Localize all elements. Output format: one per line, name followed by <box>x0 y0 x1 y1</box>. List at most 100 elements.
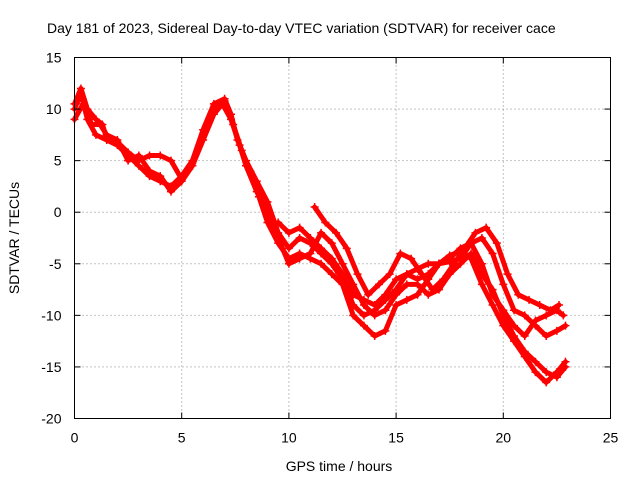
data-point-marker <box>370 331 379 340</box>
data-point-marker <box>392 275 401 284</box>
data-point-marker <box>156 172 165 181</box>
y-tick-label: -20 <box>41 411 61 427</box>
y-tick-label: 10 <box>46 101 62 117</box>
data-point-marker <box>413 275 422 284</box>
data-point-marker <box>488 301 497 310</box>
data-point-marker <box>359 321 368 330</box>
y-tick-label: -5 <box>49 256 62 272</box>
data-point-marker <box>145 166 154 175</box>
data-point-marker <box>284 228 293 237</box>
data-point-marker <box>124 156 133 165</box>
data-point-marker <box>98 120 107 129</box>
y-tick-label: -15 <box>41 359 61 375</box>
data-point-marker <box>338 270 347 279</box>
data-point-marker <box>124 148 133 157</box>
data-point-marker <box>413 290 422 299</box>
data-point-marker <box>370 301 379 310</box>
data-point-marker <box>542 331 551 340</box>
data-point-marker <box>402 280 411 289</box>
data-point-marker <box>91 130 100 139</box>
data-point-marker <box>359 311 368 320</box>
data-point-marker <box>477 234 486 242</box>
data-point-marker <box>310 203 319 212</box>
data-point-marker <box>321 218 330 227</box>
series-line <box>72 85 568 385</box>
x-tick-label: 10 <box>281 430 297 446</box>
y-tick-label: 15 <box>46 50 62 66</box>
data-point-marker <box>542 378 551 387</box>
x-tick-label: 15 <box>388 430 404 446</box>
data-point-marker <box>445 257 454 266</box>
data-point-marker <box>424 290 433 299</box>
data-point-marker <box>381 326 390 335</box>
data-point-marker <box>349 290 358 299</box>
data-point-marker <box>392 290 401 299</box>
data-point-marker <box>546 306 555 315</box>
data-point-marker <box>113 138 122 147</box>
y-axis-label: SDTVAR / TECUs <box>6 182 22 294</box>
y-tick-label: 5 <box>54 153 62 169</box>
data-point-marker <box>254 192 263 201</box>
data-point-marker <box>428 285 437 294</box>
data-point-marker <box>510 337 519 346</box>
data-point-marker <box>555 301 564 310</box>
data-point-marker <box>317 228 326 237</box>
x-axis-label: GPS time / hours <box>286 458 393 474</box>
plot-frame <box>74 57 611 419</box>
data-point-marker <box>317 244 326 253</box>
data-point-marker <box>188 158 197 167</box>
data-point-marker <box>209 105 218 114</box>
data-point-marker <box>559 311 568 320</box>
data-point-marker <box>274 239 283 248</box>
y-tick-label: 0 <box>54 204 62 220</box>
series-line <box>312 204 562 313</box>
data-point-marker <box>87 120 96 129</box>
data-series <box>70 84 570 387</box>
data-point-marker <box>520 331 529 340</box>
data-point-marker <box>381 290 390 299</box>
data-point-marker <box>91 115 100 124</box>
data-point-marker <box>482 223 491 232</box>
data-point-marker <box>284 244 293 253</box>
x-tick-label: 25 <box>603 430 619 446</box>
data-point-marker <box>552 326 561 335</box>
data-point-marker <box>134 156 143 165</box>
data-point-marker <box>229 120 238 129</box>
data-point-marker <box>246 166 255 175</box>
data-point-marker <box>166 187 175 196</box>
data-point-marker <box>145 151 154 160</box>
data-point-marker <box>561 321 570 330</box>
axis-ticks <box>74 57 611 419</box>
data-point-marker <box>374 280 383 289</box>
data-point-marker <box>525 295 534 304</box>
data-point-marker <box>477 280 486 289</box>
data-point-marker <box>531 368 540 377</box>
data-point-marker <box>220 96 229 105</box>
series-line <box>72 101 568 380</box>
data-point-marker <box>520 311 529 320</box>
y-tick-label: -10 <box>41 307 61 323</box>
data-point-marker <box>542 368 551 377</box>
data-point-marker <box>434 259 443 268</box>
data-point-marker <box>102 133 111 142</box>
data-point-marker <box>499 280 508 289</box>
data-point-marker <box>520 352 529 361</box>
data-point-marker <box>439 275 448 284</box>
x-tick-label: 5 <box>178 430 186 446</box>
data-point-marker <box>332 228 341 237</box>
data-point-marker <box>407 254 416 263</box>
series-trace-5 <box>310 203 564 315</box>
data-point-marker <box>338 259 347 268</box>
data-point-marker <box>417 270 426 279</box>
data-point-marker <box>392 301 401 310</box>
data-point-marker <box>552 368 561 377</box>
data-point-marker <box>295 249 304 258</box>
x-tick-label: 0 <box>71 430 79 446</box>
data-point-marker <box>488 285 497 294</box>
data-point-marker <box>402 270 411 279</box>
data-point-marker <box>381 306 390 315</box>
data-point-marker <box>424 259 433 268</box>
data-point-marker <box>353 270 362 279</box>
data-point-marker <box>237 146 246 155</box>
